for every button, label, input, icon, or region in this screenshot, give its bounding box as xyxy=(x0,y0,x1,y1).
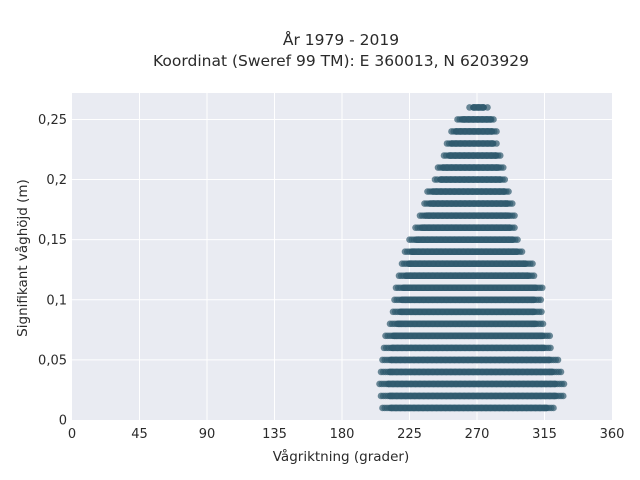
data-point xyxy=(493,140,500,147)
data-point xyxy=(547,344,554,352)
y-tick-label: 0,05 xyxy=(38,353,67,368)
x-tick-label: 90 xyxy=(199,427,216,442)
data-point xyxy=(557,368,565,376)
y-tick-label: 0,1 xyxy=(46,293,67,308)
x-tick-label: 225 xyxy=(397,427,422,442)
data-point xyxy=(493,128,500,135)
data-point xyxy=(508,200,516,207)
x-tick-label: 360 xyxy=(600,427,625,442)
chart-subtitle: Koordinat (Sweref 99 TM): E 360013, N 62… xyxy=(153,52,529,70)
data-point xyxy=(501,176,509,183)
x-tick-label: 0 xyxy=(68,427,76,442)
data-point xyxy=(490,116,497,123)
data-point xyxy=(484,104,491,111)
data-point xyxy=(538,284,546,292)
data-point xyxy=(530,272,538,280)
x-axis-label: Vågriktning (grader) xyxy=(273,448,410,465)
y-tick-label: 0,15 xyxy=(38,233,67,248)
data-point xyxy=(514,236,521,243)
data-point xyxy=(505,188,512,195)
data-point xyxy=(529,260,536,268)
data-point xyxy=(539,320,547,328)
data-point xyxy=(518,248,526,255)
x-tick-label: 180 xyxy=(330,427,355,442)
data-point xyxy=(546,332,554,340)
data-point xyxy=(559,392,567,400)
chart-title: År 1979 - 2019 xyxy=(283,30,399,49)
grid-lines xyxy=(72,93,612,420)
data-point xyxy=(511,212,518,219)
x-axis-ticks: 0 45 90 135 180 225 270 315 360 xyxy=(68,427,625,442)
data-point xyxy=(550,404,557,412)
data-point xyxy=(554,356,562,364)
y-tick-label: 0 xyxy=(59,414,67,429)
data-point xyxy=(560,380,568,388)
y-axis-label: Signifikant våghöjd (m) xyxy=(14,179,31,337)
y-axis-ticks: 0 0,05 0,1 0,15 0,2 0,25 xyxy=(38,113,67,429)
y-tick-label: 0,25 xyxy=(38,113,67,128)
data-points xyxy=(376,104,568,412)
x-tick-label: 45 xyxy=(131,427,148,442)
x-tick-label: 270 xyxy=(465,427,490,442)
x-tick-label: 315 xyxy=(532,427,557,442)
data-point xyxy=(496,152,504,159)
data-point xyxy=(537,296,545,304)
y-tick-label: 0,2 xyxy=(46,173,67,188)
x-tick-label: 135 xyxy=(262,427,287,442)
data-point xyxy=(538,308,545,316)
data-point xyxy=(511,224,518,231)
data-point xyxy=(499,164,507,171)
